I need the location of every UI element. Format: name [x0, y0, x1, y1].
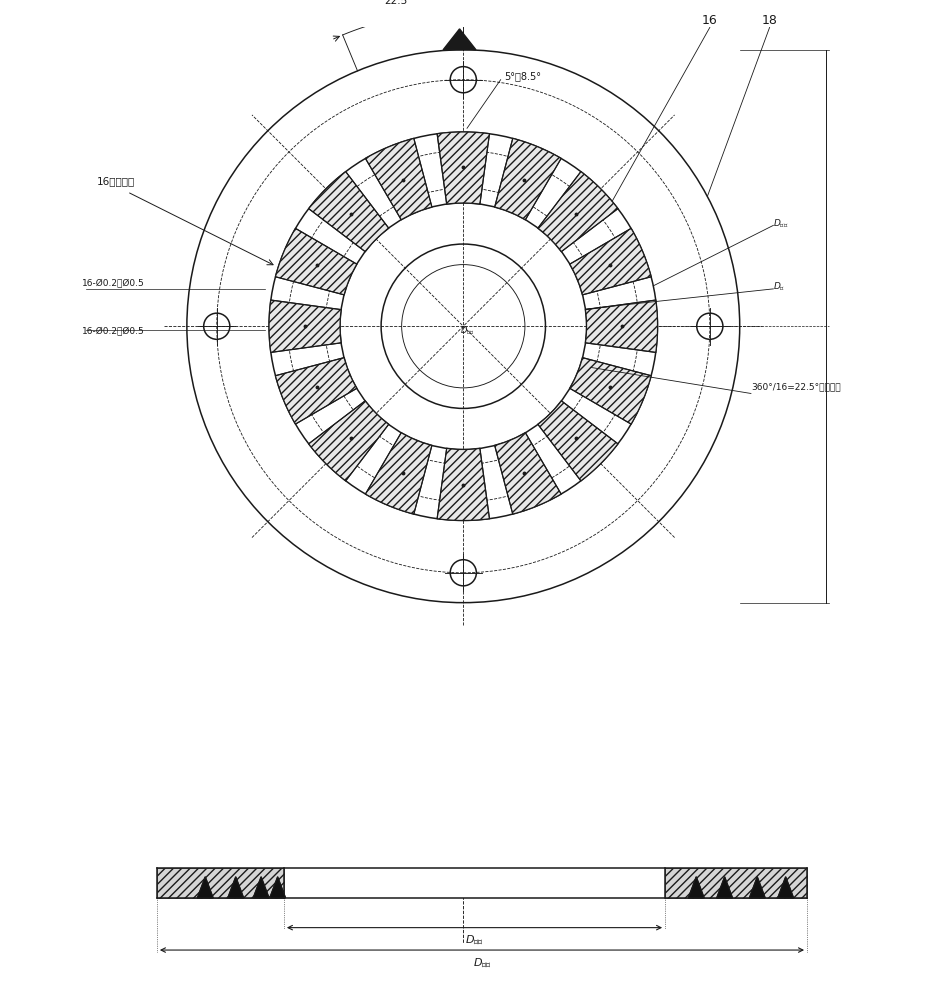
Polygon shape: [437, 132, 490, 204]
Bar: [157, 868, 807, 898]
Polygon shape: [308, 172, 389, 252]
Polygon shape: [308, 401, 389, 481]
Polygon shape: [253, 877, 269, 898]
Polygon shape: [494, 138, 561, 220]
Polygon shape: [443, 29, 476, 50]
Polygon shape: [716, 877, 733, 898]
Polygon shape: [275, 358, 357, 424]
Polygon shape: [586, 300, 658, 352]
Polygon shape: [538, 401, 618, 481]
Polygon shape: [270, 300, 341, 352]
Polygon shape: [538, 172, 618, 252]
Polygon shape: [778, 877, 793, 898]
Polygon shape: [228, 877, 244, 898]
Polygon shape: [569, 228, 651, 295]
Text: $D_{内}$: $D_{内}$: [773, 280, 786, 292]
Polygon shape: [275, 228, 357, 295]
Text: 5°～8.5°: 5°～8.5°: [504, 71, 541, 81]
Text: 16等分浅腔: 16等分浅腔: [97, 176, 136, 186]
Text: $D_{轴孔}$: $D_{轴孔}$: [460, 324, 474, 336]
Polygon shape: [365, 433, 432, 514]
Polygon shape: [270, 877, 286, 898]
Polygon shape: [750, 877, 765, 898]
Polygon shape: [197, 877, 214, 898]
Text: 16: 16: [702, 14, 717, 27]
Polygon shape: [365, 138, 432, 220]
Text: 22.5°: 22.5°: [384, 0, 413, 6]
Text: $D_{外径}$: $D_{外径}$: [773, 217, 789, 229]
Text: $D_{中间}$: $D_{中间}$: [465, 934, 484, 947]
Text: $D_{外径}$: $D_{外径}$: [473, 956, 492, 970]
Polygon shape: [437, 448, 490, 520]
Text: 18: 18: [762, 14, 777, 27]
Bar: [665, 868, 807, 898]
Polygon shape: [569, 358, 651, 424]
Text: 360°/16=22.5°（均分）: 360°/16=22.5°（均分）: [751, 383, 841, 392]
Polygon shape: [494, 433, 561, 514]
Text: 16-Ø0.2～Ø0.5: 16-Ø0.2～Ø0.5: [83, 327, 145, 336]
Bar: [157, 868, 284, 898]
Text: 16-Ø0.2～Ø0.5: 16-Ø0.2～Ø0.5: [83, 278, 145, 287]
Polygon shape: [688, 877, 704, 898]
